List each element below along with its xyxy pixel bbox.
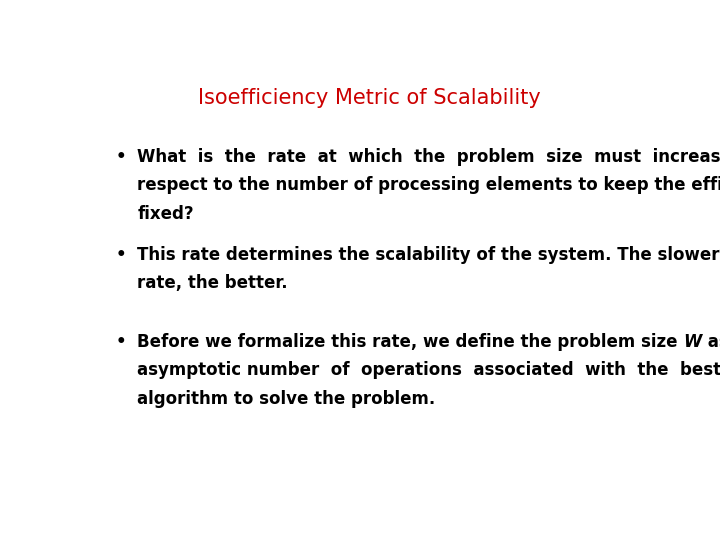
- Text: fixed?: fixed?: [138, 205, 194, 222]
- Text: W: W: [684, 333, 702, 351]
- Text: This rate determines the scalability of the system. The slower this: This rate determines the scalability of …: [138, 246, 720, 264]
- Text: asymptotic number  of  operations  associated  with  the  best  serial: asymptotic number of operations associat…: [138, 361, 720, 379]
- Text: What  is  the  rate  at  which  the  problem  size  must  increase  with: What is the rate at which the problem si…: [138, 148, 720, 166]
- Text: respect to the number of processing elements to keep the efficiency: respect to the number of processing elem…: [138, 176, 720, 194]
- Text: Before we formalize this rate, we define the problem size: Before we formalize this rate, we define…: [138, 333, 684, 351]
- Text: •: •: [115, 333, 126, 351]
- Text: •: •: [115, 148, 126, 166]
- Text: •: •: [115, 246, 126, 264]
- Text: rate, the better.: rate, the better.: [138, 274, 288, 292]
- Text: as the: as the: [702, 333, 720, 351]
- Text: Isoefficiency Metric of Scalability: Isoefficiency Metric of Scalability: [197, 87, 541, 107]
- Text: algorithm to solve the problem.: algorithm to solve the problem.: [138, 389, 436, 408]
